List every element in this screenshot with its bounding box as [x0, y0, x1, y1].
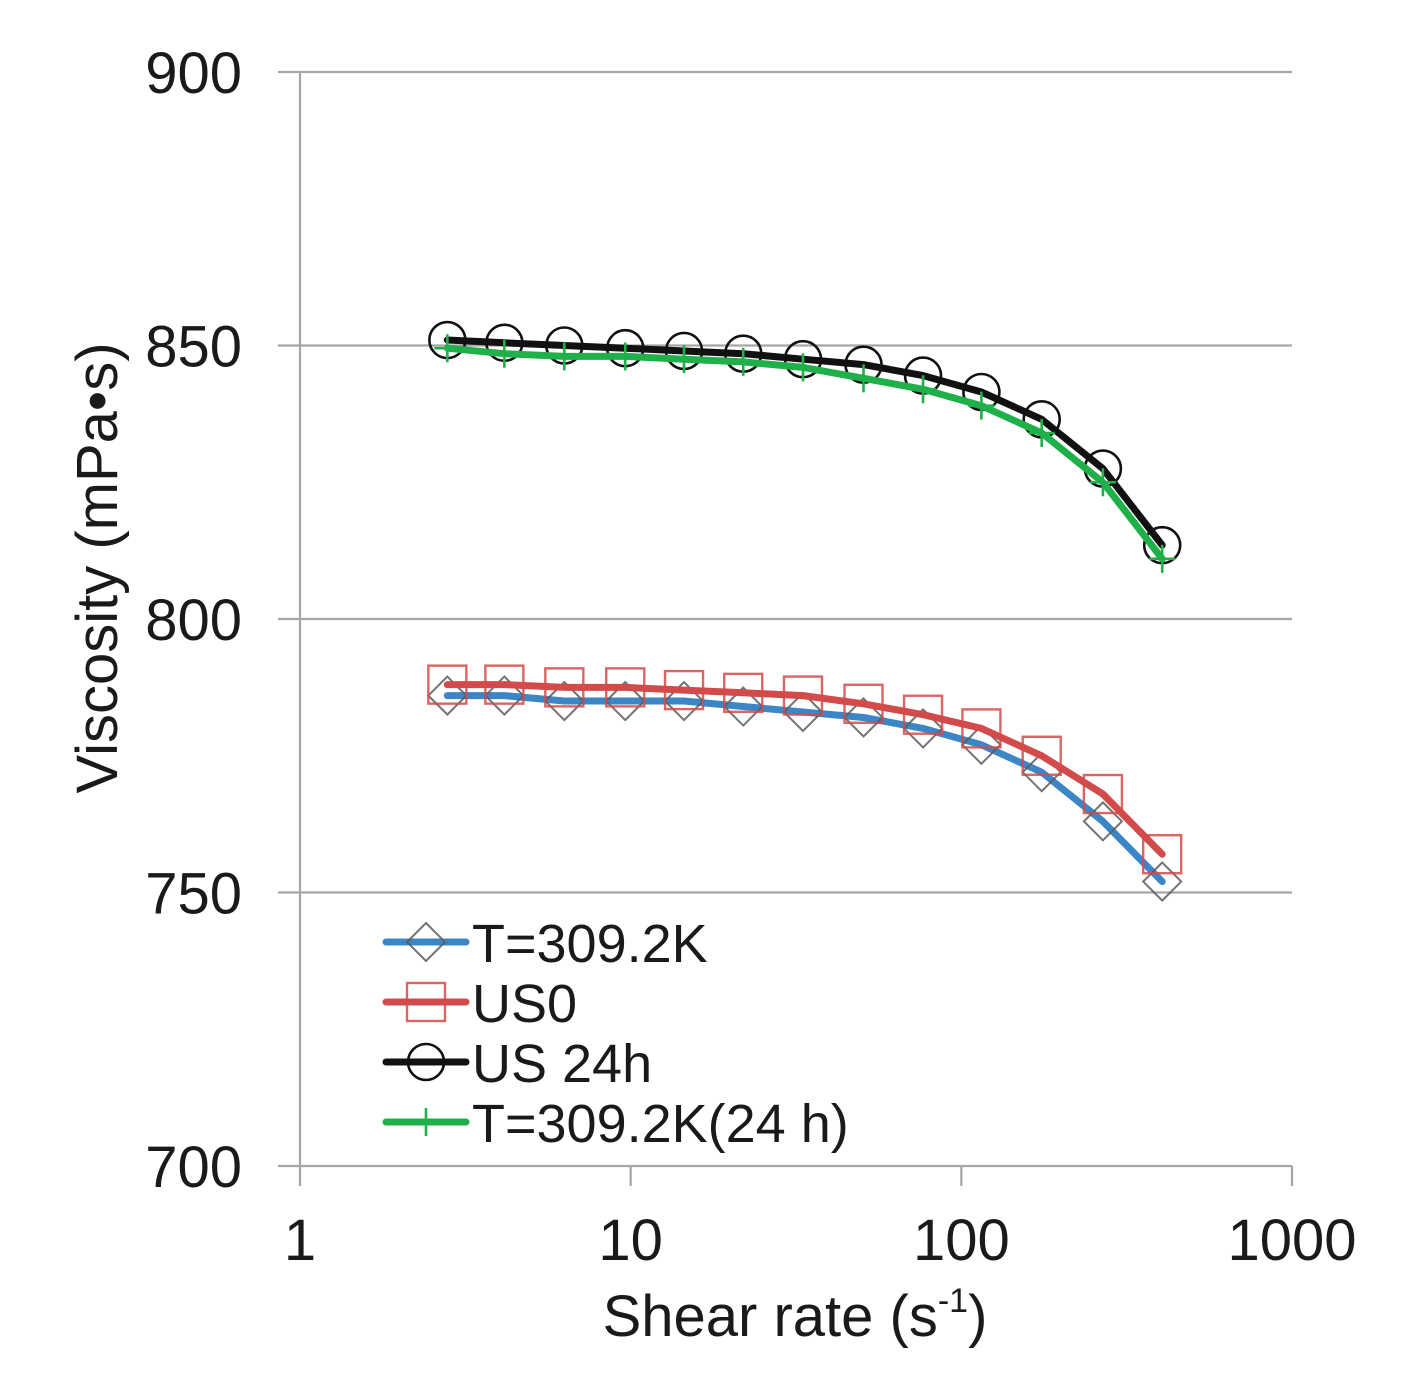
x-tick-label-100: 100 — [913, 1208, 1010, 1273]
series-0 — [426, 675, 1183, 902]
series-line-0 — [443, 692, 1166, 886]
series-layer — [426, 320, 1183, 902]
x-tick-label-10: 10 — [598, 1208, 663, 1273]
data-point — [663, 680, 705, 722]
x-tick-label-1: 1 — [284, 1208, 316, 1273]
legend-marker — [413, 1108, 439, 1136]
data-point — [730, 347, 757, 376]
data-point — [484, 664, 525, 705]
data-point — [850, 364, 877, 393]
data-point — [1141, 834, 1183, 875]
data-point — [543, 680, 585, 722]
x-tick-label-1000: 1000 — [1227, 1208, 1356, 1273]
data-point — [789, 353, 816, 382]
data-point — [483, 675, 525, 716]
y-tick-label-850: 850 — [145, 315, 242, 380]
x-axis-title-main: Shear rate (s — [603, 1284, 938, 1349]
y-tick-label-900: 900 — [145, 41, 242, 106]
x-axis-title-exponent: -1 — [938, 1282, 968, 1320]
legend-item-1: US0 — [382, 974, 577, 1034]
data-point — [843, 683, 884, 724]
legend-item-2: US 24h — [382, 1034, 652, 1094]
legend-label: T=309.2K — [472, 914, 708, 974]
data-point — [960, 724, 1002, 766]
y-tick-label-750: 750 — [145, 862, 242, 927]
data-point — [782, 691, 824, 733]
data-point — [1028, 419, 1055, 448]
y-tick-label-700: 700 — [145, 1135, 242, 1200]
axes — [278, 70, 1294, 1186]
y-axis-title: Viscosity (mPa•s) — [65, 342, 130, 793]
data-point — [722, 686, 764, 727]
data-point — [1082, 800, 1124, 842]
legend-label: US0 — [472, 974, 577, 1034]
data-point — [1021, 735, 1062, 776]
data-point — [968, 391, 995, 420]
data-point — [671, 345, 698, 374]
legend-item-3: T=309.2K(24 h) — [382, 1094, 849, 1154]
data-point — [1082, 773, 1124, 815]
x-axis-title-close: ) — [968, 1284, 987, 1349]
legend-marker — [405, 981, 447, 1023]
legend-marker — [406, 1042, 446, 1082]
data-point — [961, 708, 1002, 749]
data-point — [612, 342, 639, 371]
y-tick-label-800: 800 — [145, 588, 242, 653]
data-point — [782, 675, 824, 716]
data-point — [605, 667, 646, 708]
data-point — [843, 697, 884, 738]
legend-label: T=309.2K(24 h) — [472, 1094, 849, 1154]
data-point — [427, 664, 468, 705]
series-line-1 — [443, 681, 1166, 858]
data-point — [551, 342, 578, 371]
data-point — [1141, 861, 1183, 902]
data-point — [1149, 544, 1176, 573]
data-point — [426, 675, 468, 716]
data-point — [663, 669, 705, 711]
data-point — [604, 680, 646, 722]
data-point — [902, 694, 944, 735]
tick-labels: 700 750 800 850 900 1 10 100 1000 — [145, 41, 1356, 1273]
data-point — [491, 339, 518, 368]
data-point — [1089, 468, 1116, 497]
legend-marker — [405, 921, 447, 963]
legend-item-0: T=309.2K — [382, 914, 708, 974]
series-3 — [434, 334, 1176, 573]
data-point — [544, 667, 585, 708]
series-line-3 — [443, 344, 1166, 563]
data-point — [902, 707, 944, 749]
legend-label: US 24h — [472, 1034, 652, 1094]
data-point — [910, 375, 937, 404]
x-axis-title: Shear rate (s-1) — [603, 1282, 988, 1349]
data-point — [723, 672, 764, 714]
series-1 — [427, 664, 1183, 875]
data-point — [434, 334, 461, 363]
